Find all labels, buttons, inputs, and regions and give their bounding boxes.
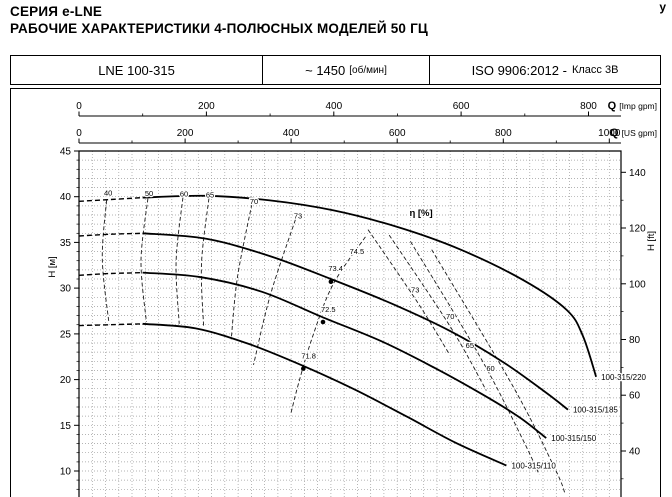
svg-text:120: 120: [629, 224, 646, 235]
curve-solid: [142, 271, 547, 439]
spec-table: LNE 100-315 ~ 1450 [об/мин] ISO 9906:201…: [10, 55, 661, 85]
bep-value: 71.8: [301, 352, 316, 361]
series-label: 100-315/110: [511, 462, 556, 471]
plot-border: [78, 150, 622, 497]
speed-unit: [об/мин]: [349, 64, 387, 76]
svg-text:200: 200: [198, 101, 215, 112]
chart-container: 0 200 400 600 800 Q [Imp gpm] 0 200 400 600 800 1000…: [10, 88, 661, 497]
series-100-315/220: 100-315/220: [78, 194, 648, 383]
efficiency-value: 40: [104, 189, 112, 198]
h-axis-right: 140 120 100 80 60 40 H [ft]: [621, 168, 657, 480]
curve-solid: [142, 194, 597, 378]
svg-text:0: 0: [76, 128, 82, 139]
model-name: LNE 100-315: [98, 62, 175, 78]
efficiency-value: 74.5: [350, 247, 365, 256]
svg-text:20: 20: [60, 375, 72, 386]
model-cell: LNE 100-315: [11, 56, 263, 84]
bep-value: 73.4: [328, 264, 343, 273]
svg-text:40: 40: [60, 192, 72, 203]
bep-value: 72.5: [321, 305, 336, 314]
efficiency-value: 60: [486, 364, 494, 373]
series-label: 100-315/185: [573, 406, 618, 415]
svg-text:15: 15: [60, 421, 72, 432]
efficiency-contour-50: [140, 198, 149, 323]
svg-text:200: 200: [177, 128, 194, 139]
pump-curve-chart: 0 200 400 600 800 Q [Imp gpm] 0 200 400 600 800 1000…: [47, 100, 657, 497]
series-label: 100-315/150: [551, 434, 596, 443]
efficiency-contour-65: [200, 198, 210, 327]
svg-text:0: 0: [76, 101, 82, 112]
efficiency-labels: 40 50 60 65 70 73 74.5 73 70 65 60: [103, 187, 496, 374]
svg-text:30: 30: [60, 284, 72, 295]
svg-text:800: 800: [495, 128, 512, 139]
efficiency-value: 73: [411, 285, 419, 294]
h-axis-left: 45 40 35 30 25 20 15 10 H [м]: [47, 147, 79, 490]
bep-dot: [328, 279, 334, 284]
curve-dashed-start: [78, 196, 143, 202]
curve-solid: [142, 322, 507, 467]
efficiency-value: 70: [446, 312, 454, 321]
bep-dot: [301, 366, 306, 371]
standard-class: Класс 3В: [571, 64, 619, 76]
standard-name: ISO 9906:2012 -: [471, 62, 567, 78]
bep-points: 73.4 72.5 71.8: [300, 262, 344, 371]
svg-text:600: 600: [389, 128, 406, 139]
efficiency-value: 60: [180, 189, 188, 198]
curve-dashed-start: [78, 323, 143, 327]
svg-text:10: 10: [60, 467, 72, 478]
standard-cell: ISO 9906:2012 - Класс 3В: [430, 56, 660, 84]
efficiency-value: 50: [145, 189, 153, 198]
series-label: 100-315/220: [601, 373, 646, 382]
efficiency-axis-label: η [%]: [409, 208, 432, 219]
svg-text:800: 800: [580, 101, 597, 112]
series-title: СЕРИЯ e-LNE: [10, 4, 103, 19]
svg-text:400: 400: [283, 128, 300, 139]
curve-dashed-start: [78, 271, 143, 276]
h-m-axis-title: H [м]: [47, 256, 58, 277]
series-100-315/185: 100-315/185: [78, 232, 620, 416]
efficiency-contour-40: [101, 200, 110, 322]
svg-text:45: 45: [60, 147, 72, 158]
svg-text:60: 60: [629, 391, 641, 402]
series-100-315/110: 100-315/110: [78, 322, 558, 472]
efficiency-contour-73: [367, 229, 450, 355]
speed-cell: ~ 1450 [об/мин]: [263, 56, 430, 84]
efficiency-contour-70: [388, 234, 487, 391]
curve-solid: [142, 232, 569, 411]
svg-text:25: 25: [60, 329, 72, 340]
page-subtitle: РАБОЧИЕ ХАРАКТЕРИСТИКИ 4-ПОЛЮСНЫХ МОДЕЛЕ…: [10, 21, 428, 36]
efficiency-contour-74.5: [290, 236, 366, 413]
svg-text:1000: 1000: [598, 128, 621, 139]
efficiency-contour-70: [230, 203, 253, 340]
efficiency-value: 65: [466, 341, 474, 350]
efficiency-contour-65: [410, 241, 540, 475]
svg-text:600: 600: [453, 101, 470, 112]
svg-text:140: 140: [629, 168, 646, 179]
svg-text:100: 100: [629, 279, 646, 290]
speed-value: ~ 1450: [305, 62, 346, 78]
curve-dashed-start: [78, 232, 143, 237]
svg-text:400: 400: [325, 101, 342, 112]
q-axis-title: Q [US gpm]: [610, 127, 657, 139]
svg-text:40: 40: [629, 446, 641, 457]
efficiency-contour-60: [175, 197, 184, 324]
efficiency-value: 65: [206, 190, 214, 199]
series-100-315/150: 100-315/150: [78, 271, 598, 444]
svg-text:80: 80: [629, 335, 641, 346]
cropped-text-fragment: у: [659, 0, 666, 14]
q-axes: 0 200 400 600 800 Q [Imp gpm] 0 200 400 600 800 1000…: [76, 100, 657, 144]
q-axis-title: Q [Imp gpm]: [608, 100, 657, 112]
bep-dot: [320, 319, 326, 325]
h-ft-axis-title: H [ft]: [646, 231, 657, 251]
efficiency-contour-60: [431, 249, 566, 494]
efficiency-value: 73: [294, 211, 302, 220]
efficiency-value: 70: [250, 197, 258, 206]
svg-text:35: 35: [60, 238, 72, 249]
